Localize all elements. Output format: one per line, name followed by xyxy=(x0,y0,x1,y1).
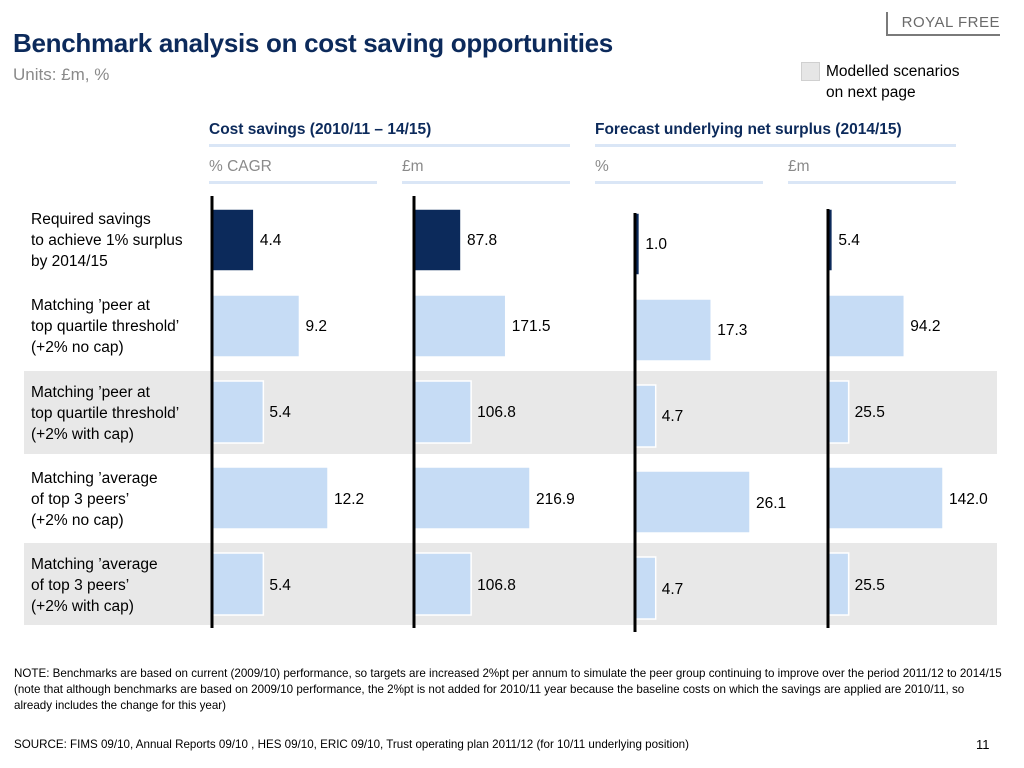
bar-surplus-gbp-row-3 xyxy=(827,380,850,444)
data-label-cost-gbp-row-4: 216.9 xyxy=(536,491,575,508)
group-rule-cost-savings xyxy=(209,144,570,147)
page-number: 11 xyxy=(976,737,990,752)
data-label-cost-cagr-row-3: 5.4 xyxy=(269,404,291,421)
bar-surplus-gbp-row-4 xyxy=(827,466,944,530)
row-label-top-quartile-no-cap: Matching ’peer at top quartile threshold… xyxy=(31,297,180,356)
bar-cost-cagr-row-4 xyxy=(211,466,329,530)
bar-cost-cagr-row-5 xyxy=(211,552,265,616)
bar-cost-cagr-row-1 xyxy=(211,208,255,272)
data-label-cost-cagr-row-4: 12.2 xyxy=(334,491,364,508)
row-label-top-quartile-with-cap: Matching ’peer at top quartile threshold… xyxy=(31,384,180,443)
brand-text: ROYAL FREE xyxy=(901,14,1000,31)
group-title-cost-savings: Cost savings (2010/11 – 14/15) xyxy=(209,121,432,138)
data-label-cost-gbp-row-3: 106.8 xyxy=(477,404,516,421)
bar-cost-gbp-row-5 xyxy=(413,552,472,616)
bar-cost-gbp-row-2 xyxy=(413,294,507,358)
brand-logo: ROYAL FREE xyxy=(886,12,1000,36)
legend-swatch xyxy=(801,62,820,81)
bar-surplus-pct-row-5 xyxy=(634,556,657,620)
bar-cost-gbp-row-3 xyxy=(413,380,472,444)
data-label-surplus-gbp-row-1: 5.4 xyxy=(838,232,860,249)
bar-surplus-pct-row-4 xyxy=(634,470,751,534)
column-rule-3 xyxy=(595,181,763,184)
data-label-cost-cagr-row-1: 4.4 xyxy=(260,232,282,249)
units-subtitle: Units: £m, % xyxy=(13,65,110,84)
column-rule-2 xyxy=(402,181,570,184)
bar-cost-cagr-row-3 xyxy=(211,380,265,444)
row-label-required-savings: Required savings to achieve 1% surplus b… xyxy=(31,211,183,270)
column-rule-1 xyxy=(209,181,377,184)
bar-cost-gbp-row-1 xyxy=(413,208,462,272)
data-label-surplus-pct-row-5: 4.7 xyxy=(662,581,684,598)
data-label-cost-cagr-row-2: 9.2 xyxy=(305,318,327,335)
legend-text: Modelled scenarios on next page xyxy=(826,63,960,101)
data-label-surplus-gbp-row-4: 142.0 xyxy=(949,491,988,508)
data-label-cost-gbp-row-2: 171.5 xyxy=(512,318,551,335)
bar-surplus-gbp-row-5 xyxy=(827,552,850,616)
bar-surplus-gbp-row-2 xyxy=(827,294,906,358)
column-unit-cost-gbp: £m xyxy=(402,158,424,175)
page-title: Benchmark analysis on cost saving opport… xyxy=(13,28,613,58)
column-unit-cagr: % CAGR xyxy=(209,158,272,175)
data-label-surplus-pct-row-2: 17.3 xyxy=(717,322,747,339)
column-unit-surplus-pct: % xyxy=(595,158,609,175)
column-unit-surplus-gbp: £m xyxy=(788,158,810,175)
data-label-cost-gbp-row-5: 106.8 xyxy=(477,577,516,594)
group-rule-net-surplus xyxy=(595,144,956,147)
bar-cost-gbp-row-4 xyxy=(413,466,531,530)
data-label-surplus-gbp-row-3: 25.5 xyxy=(855,404,885,421)
data-label-cost-cagr-row-5: 5.4 xyxy=(269,577,291,594)
group-title-net-surplus: Forecast underlying net surplus (2014/15… xyxy=(595,121,902,138)
row-label-top3-no-cap: Matching ’average of top 3 peers’ (+2% n… xyxy=(31,470,158,529)
bar-cost-cagr-row-2 xyxy=(211,294,301,358)
data-label-surplus-pct-row-4: 26.1 xyxy=(756,495,786,512)
bar-surplus-pct-row-2 xyxy=(634,298,712,362)
data-label-surplus-gbp-row-2: 94.2 xyxy=(910,318,940,335)
bar-surplus-pct-row-3 xyxy=(634,384,657,448)
data-label-cost-gbp-row-1: 87.8 xyxy=(467,232,497,249)
footnote: NOTE: Benchmarks are based on current (2… xyxy=(14,667,1002,712)
data-label-surplus-pct-row-1: 1.0 xyxy=(645,236,667,253)
row-label-top3-with-cap: Matching ’average of top 3 peers’ (+2% w… xyxy=(31,556,158,615)
column-rule-4 xyxy=(788,181,956,184)
data-label-surplus-pct-row-3: 4.7 xyxy=(662,408,684,425)
source-note: SOURCE: FIMS 09/10, Annual Reports 09/10… xyxy=(14,738,689,751)
data-label-surplus-gbp-row-5: 25.5 xyxy=(855,577,885,594)
